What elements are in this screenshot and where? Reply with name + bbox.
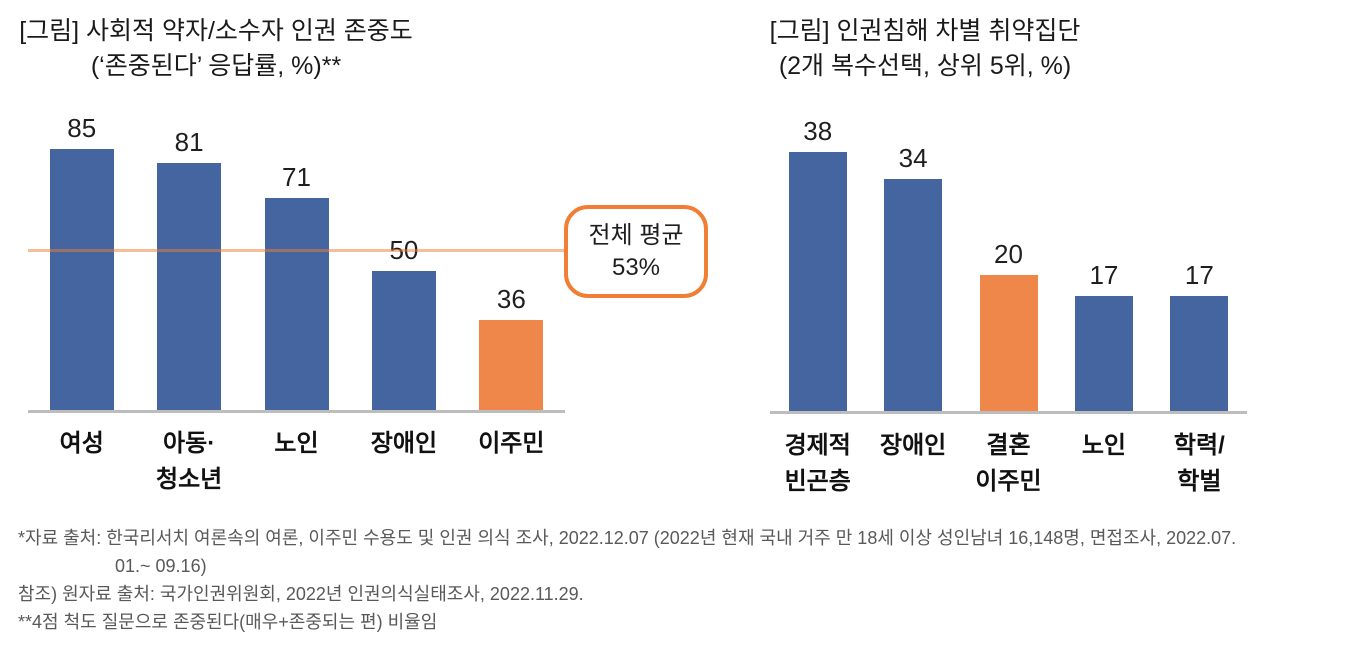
bar <box>264 198 329 411</box>
average-line <box>28 249 565 252</box>
category-label: 장애인 <box>370 430 438 457</box>
footnote-source: *자료 출처: 한국리서치 여론속의 여론, 이주민 수용도 및 인권 의식 조… <box>18 528 1237 548</box>
footnotes: *자료 출처: 한국리서치 여론속의 여론, 이주민 수용도 및 인권 의식 조… <box>18 524 1236 636</box>
right-chart-title: [그림] 인권침해 차별 취약집단 (2개 복수선택, 상위 5위, %) <box>760 14 1090 84</box>
bar <box>884 179 943 412</box>
category-label: 아동· 청소년 <box>155 430 223 493</box>
left-chart-title-line1: [그림] 사회적 약자/소수자 인권 존중도 <box>19 17 413 45</box>
left-chart-title: [그림] 사회적 약자/소수자 인권 존중도 (‘존중된다’ 응답률, %)** <box>0 14 432 84</box>
bar-column: 81 <box>135 120 242 411</box>
category-label: 노인 <box>1081 432 1126 459</box>
bar-column: 20 <box>961 120 1056 412</box>
bar-value-label: 85 <box>67 113 97 143</box>
left-chart-plot-area: 85 81 71 50 36 <box>28 113 565 411</box>
bar <box>1074 296 1133 412</box>
right-chart-category-labels: 경제적 빈곤층 장애인 결혼 이주민 노인 학력/ 학벌 <box>770 428 1247 500</box>
bar-column: 85 <box>28 113 135 411</box>
bar-value-label: 71 <box>282 162 311 192</box>
bar-value-label: 17 <box>1184 260 1214 290</box>
category-label: 경제적 빈곤층 <box>784 432 851 495</box>
bar-column: 36 <box>458 120 565 411</box>
bar-column: 34 <box>865 120 960 412</box>
left-chart-x-axis <box>28 410 565 413</box>
bar-value-label: 17 <box>1089 260 1119 290</box>
bar-value-label: 81 <box>174 127 204 157</box>
bar-value-label: 38 <box>803 116 833 146</box>
bar-value-label: 36 <box>496 284 526 314</box>
bar-column: 17 <box>1152 120 1247 412</box>
left-chart-title-line2: (‘존중된다’ 응답률, %)** <box>90 52 342 80</box>
bar-value-label: 20 <box>994 239 1023 269</box>
category-label: 학력/ 학벌 <box>1173 432 1225 495</box>
bar-column: 38 <box>770 116 865 412</box>
category-label: 여성 <box>59 430 104 457</box>
category-label: 노인 <box>274 430 319 457</box>
footnote-source-continued: 01.~ 09.16) <box>115 556 207 576</box>
footnote-scale-note: **4점 척도 질문으로 존중된다(매우+존중되는 편) 비율임 <box>18 612 438 632</box>
right-chart-plot-area: 38 34 20 17 17 <box>770 116 1247 412</box>
bar <box>1170 296 1229 412</box>
footnote-reference: 참조) 원자료 출처: 국가인권위원회, 2022년 인권의식실태조사, 202… <box>18 584 584 604</box>
right-chart-title-line2: (2개 복수선택, 상위 5위, %) <box>778 52 1072 80</box>
left-chart-category-labels: 여성 아동· 청소년 노인 장애인 이주민 <box>28 426 565 498</box>
bar <box>49 149 114 411</box>
bar <box>157 163 222 411</box>
bar-column: 17 <box>1056 120 1151 412</box>
bar-column: 50 <box>350 120 457 411</box>
bar <box>788 152 847 412</box>
category-label: 결혼 이주민 <box>975 432 1042 495</box>
bar-value-label: 34 <box>898 143 928 173</box>
average-callout-label: 전체 평균 53% <box>588 221 684 281</box>
bar <box>979 275 1038 412</box>
right-chart-x-axis <box>770 411 1247 414</box>
category-label: 장애인 <box>879 432 947 459</box>
bar <box>371 271 436 411</box>
average-callout: 전체 평균 53% <box>564 205 708 298</box>
bar <box>479 320 544 411</box>
category-label: 이주민 <box>478 430 545 457</box>
right-chart-title-line1: [그림] 인권침해 차별 취약집단 <box>769 17 1081 45</box>
bar-column: 71 <box>243 120 350 411</box>
